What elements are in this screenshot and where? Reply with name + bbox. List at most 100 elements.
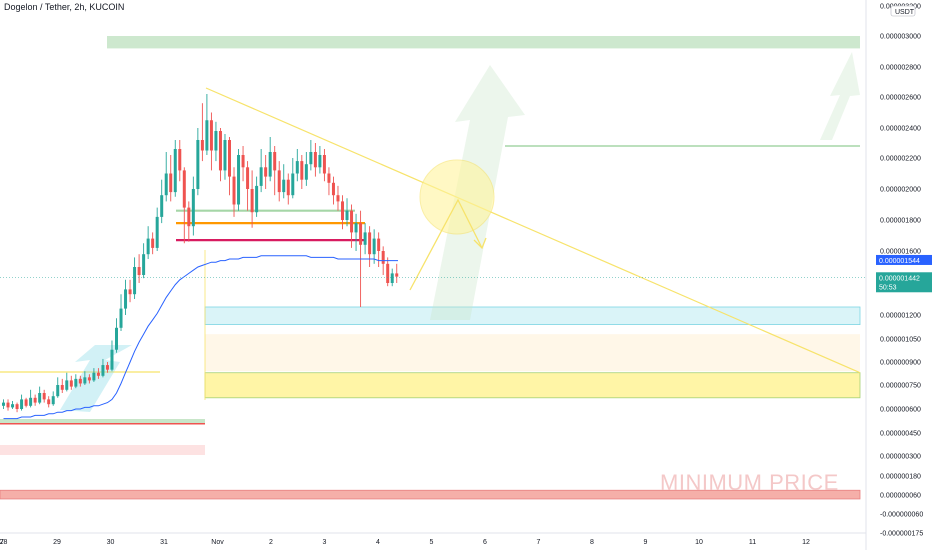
y-tick-label: 0.000003000 bbox=[880, 34, 921, 41]
candle-body bbox=[223, 140, 227, 171]
support-zone-light bbox=[205, 334, 860, 372]
candle-body bbox=[51, 396, 55, 405]
arrow-right-green bbox=[820, 52, 860, 140]
levels-layer bbox=[0, 145, 860, 400]
x-tick-label: 30 bbox=[107, 539, 115, 546]
y-tick-label: 0.000000600 bbox=[880, 407, 921, 414]
candle-body bbox=[286, 179, 290, 196]
support-zone-yellow bbox=[204, 372, 861, 399]
y-tick-label: 0.000000060 bbox=[880, 493, 921, 500]
chart-title: Dogelon / Tether, 2h, KUCOIN bbox=[4, 2, 125, 12]
x-tick-label: 31 bbox=[160, 539, 168, 546]
support-zone-blue bbox=[204, 306, 861, 326]
y-tick-label: 0.000001800 bbox=[880, 218, 921, 225]
y-tick-label: 0.000001200 bbox=[880, 313, 921, 320]
candle-body bbox=[259, 167, 263, 186]
candle-body bbox=[2, 402, 5, 406]
candle-body bbox=[169, 173, 173, 193]
x-tick-label: 3 bbox=[323, 539, 327, 546]
candle-body bbox=[255, 185, 259, 213]
x-tick-label: Nov bbox=[211, 539, 224, 546]
candle-body bbox=[128, 289, 132, 295]
candle-body bbox=[200, 140, 204, 151]
moving-average-line bbox=[3, 255, 398, 420]
y-tick-label: 0.000002200 bbox=[880, 156, 921, 163]
x-tick-label: 6 bbox=[483, 539, 487, 546]
candle-body bbox=[42, 393, 46, 400]
countdown-label: 50:53 bbox=[879, 284, 897, 291]
y-tick-label: 0.000002400 bbox=[880, 126, 921, 133]
y-tick-label: 0.000001050 bbox=[880, 337, 921, 344]
candle-body bbox=[92, 372, 96, 381]
x-tick-label: 8 bbox=[590, 539, 594, 546]
candle-body bbox=[115, 327, 118, 350]
candle-body bbox=[214, 131, 218, 151]
candle-body bbox=[250, 189, 254, 213]
y-tick-label: 0.000000750 bbox=[880, 383, 921, 390]
projection-path bbox=[0, 159, 866, 291]
y-tick-label: 0.000000900 bbox=[880, 360, 921, 367]
zones-layer bbox=[0, 36, 861, 500]
candle-body bbox=[142, 254, 146, 275]
candle-body bbox=[151, 238, 155, 248]
trend-line bbox=[205, 87, 861, 374]
candle-body bbox=[187, 207, 191, 227]
candle-body bbox=[33, 397, 37, 403]
candle-body bbox=[182, 170, 186, 208]
y-tick-label: 0.000001600 bbox=[880, 249, 921, 256]
candle-body bbox=[205, 120, 209, 151]
candle-body bbox=[273, 152, 277, 171]
candle-body bbox=[83, 377, 87, 384]
candle-body bbox=[60, 385, 64, 390]
candle-body bbox=[160, 195, 164, 217]
candle-body bbox=[318, 155, 322, 168]
candle-body bbox=[164, 173, 168, 196]
last-price-tag-label: 0.000001442 bbox=[879, 275, 920, 282]
candle-body bbox=[277, 170, 281, 193]
candle-body bbox=[119, 308, 123, 328]
candle-body bbox=[363, 232, 367, 245]
candle-body bbox=[133, 267, 137, 295]
price-axis: 0.0000032000.0000030000.0000028000.00000… bbox=[865, 0, 932, 550]
candle-body bbox=[386, 263, 390, 283]
candle-body bbox=[295, 161, 299, 174]
y-tick-label: 0.000000180 bbox=[880, 474, 921, 481]
candle-body bbox=[232, 176, 236, 205]
x-tick-label: 10 bbox=[695, 539, 703, 546]
candle-body bbox=[282, 179, 286, 193]
candle-body bbox=[191, 189, 195, 227]
candle-body bbox=[313, 152, 317, 168]
candle-body bbox=[291, 173, 295, 196]
candle-body bbox=[381, 251, 385, 264]
candle-body bbox=[390, 273, 394, 283]
candle-body bbox=[56, 385, 60, 397]
candle-body bbox=[341, 201, 344, 220]
candle-body bbox=[322, 155, 326, 174]
x-tick-label: 9 bbox=[644, 539, 648, 546]
candle-body bbox=[218, 131, 222, 171]
candle-body bbox=[377, 238, 381, 251]
x-tick-label: 5 bbox=[430, 539, 434, 546]
candle-body bbox=[336, 195, 340, 202]
x-tick-label: 12 bbox=[802, 539, 810, 546]
x-tick-label: 2 bbox=[269, 539, 273, 546]
projection-zigzag bbox=[409, 198, 483, 291]
candle-body bbox=[65, 380, 69, 390]
candle-body bbox=[24, 399, 28, 406]
candle-body bbox=[11, 404, 15, 408]
candle-body bbox=[124, 289, 128, 309]
candle-body bbox=[6, 402, 10, 408]
candle-body bbox=[359, 223, 363, 245]
candle-body bbox=[146, 238, 150, 255]
candle-body bbox=[96, 372, 100, 376]
candle-body bbox=[368, 232, 372, 255]
candle-body bbox=[173, 149, 177, 193]
candle-body bbox=[331, 182, 335, 196]
x-tick-label: 28 bbox=[0, 539, 7, 546]
candle-body bbox=[87, 377, 91, 381]
candle-body bbox=[309, 152, 313, 165]
target-zone bbox=[107, 36, 860, 49]
x-tick-label: 7 bbox=[0, 539, 4, 546]
candle-body bbox=[105, 365, 109, 370]
